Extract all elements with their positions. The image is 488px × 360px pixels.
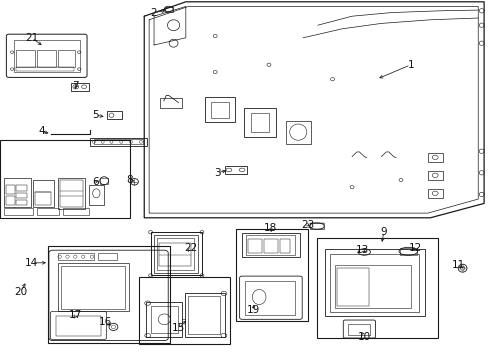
Bar (4, 178, 31, 207)
Text: 5: 5 (92, 110, 99, 120)
Text: 18: 18 (263, 222, 277, 233)
Text: 20: 20 (14, 287, 27, 297)
Bar (6, 196, 15, 205)
Bar (347, 324, 369, 335)
Bar (329, 254, 418, 312)
Bar (188, 296, 220, 334)
Bar (37, 50, 56, 67)
Bar (154, 235, 198, 273)
Bar (248, 239, 262, 253)
Bar (399, 248, 416, 255)
Text: 4: 4 (38, 126, 45, 136)
Text: 19: 19 (246, 305, 260, 315)
Bar (33, 180, 54, 207)
Bar (61, 266, 124, 309)
Bar (427, 189, 442, 198)
Bar (14, 40, 80, 72)
Text: 13: 13 (355, 245, 369, 255)
Bar (325, 249, 425, 316)
Bar (205, 97, 234, 122)
Bar (150, 232, 202, 275)
Bar (48, 246, 170, 343)
Text: 8: 8 (126, 175, 133, 185)
Bar (16, 185, 27, 191)
Bar (62, 208, 89, 215)
Text: 2: 2 (150, 8, 157, 18)
Bar (242, 233, 299, 257)
Bar (16, 67, 74, 71)
Text: 15: 15 (171, 323, 185, 333)
Bar (58, 263, 128, 311)
Bar (224, 166, 246, 174)
Bar (309, 223, 324, 229)
Text: 9: 9 (380, 227, 386, 237)
Bar (244, 108, 276, 137)
Text: 11: 11 (451, 260, 465, 270)
Bar (160, 98, 182, 108)
Bar (427, 171, 442, 180)
Bar (0, 140, 129, 218)
Bar (98, 253, 117, 260)
Bar (58, 50, 75, 67)
Bar (106, 111, 122, 119)
Text: 14: 14 (25, 258, 39, 268)
Bar (145, 302, 182, 337)
Text: 1: 1 (407, 60, 413, 70)
Bar (56, 316, 101, 336)
Bar (427, 153, 442, 162)
Text: 17: 17 (69, 310, 82, 320)
Bar (139, 277, 229, 344)
Text: 7: 7 (72, 81, 79, 91)
Text: 23: 23 (301, 220, 314, 230)
Bar (165, 7, 172, 12)
Bar (60, 180, 82, 207)
Text: 3: 3 (214, 168, 221, 178)
Bar (100, 178, 108, 184)
Bar (150, 306, 177, 333)
Bar (94, 139, 142, 144)
Bar (157, 238, 194, 270)
Text: 12: 12 (408, 243, 422, 253)
Bar (16, 193, 27, 198)
Bar (37, 208, 59, 215)
Bar (245, 281, 295, 315)
Bar (235, 229, 307, 321)
Bar (159, 243, 190, 266)
Bar (279, 239, 290, 253)
Bar (334, 265, 410, 308)
Bar (337, 268, 368, 306)
Bar (6, 185, 15, 194)
Text: 16: 16 (98, 317, 112, 327)
Text: 22: 22 (183, 243, 197, 253)
Bar (4, 208, 33, 215)
Bar (245, 235, 294, 255)
Bar (71, 83, 89, 91)
Bar (285, 121, 310, 144)
Bar (35, 192, 51, 205)
Bar (16, 50, 35, 67)
Bar (316, 238, 437, 338)
Bar (58, 178, 84, 209)
Bar (184, 293, 224, 337)
Bar (89, 185, 103, 205)
Bar (264, 239, 277, 253)
Bar (90, 138, 146, 146)
Text: 10: 10 (357, 332, 370, 342)
Bar (16, 200, 27, 205)
Bar (58, 253, 94, 260)
Text: 6: 6 (92, 177, 99, 187)
Bar (211, 102, 228, 118)
Bar (250, 113, 269, 132)
Text: 21: 21 (25, 33, 39, 43)
